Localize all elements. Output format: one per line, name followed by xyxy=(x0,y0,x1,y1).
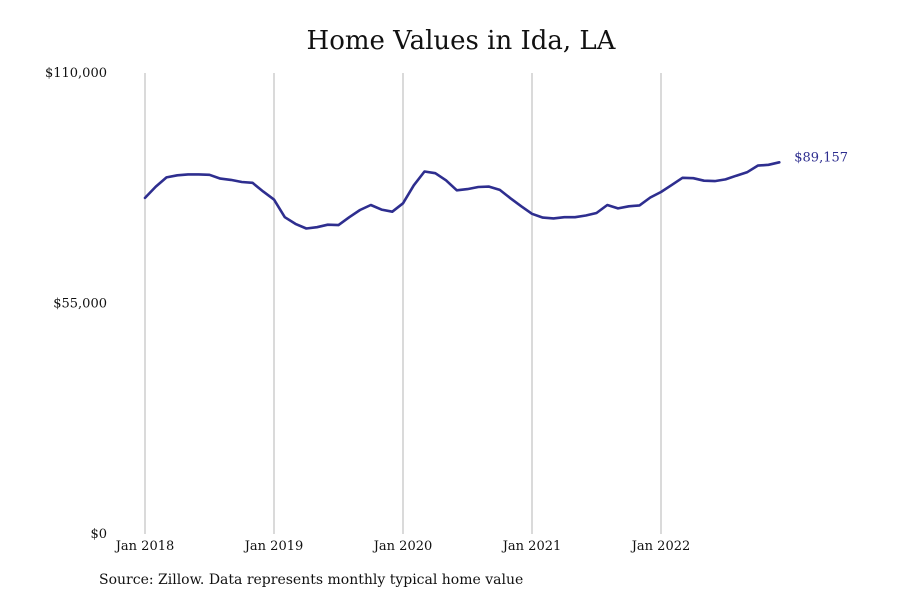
x-axis-tick-labels: Jan 2018 Jan 2019 Jan 2020 Jan 2021 Jan 2022 xyxy=(114,539,691,554)
x-tick-label-2: Jan 2020 xyxy=(372,539,433,554)
annotation-layer: $89,157 xyxy=(794,150,848,165)
chart-title: Home Values in Ida, LA xyxy=(306,26,616,56)
y-tick-label-2: $110,000 xyxy=(45,66,107,81)
end-value-label: $89,157 xyxy=(794,150,848,165)
x-tick-label-1: Jan 2019 xyxy=(243,539,304,554)
y-tick-label-1: $55,000 xyxy=(53,297,107,312)
x-tick-label-0: Jan 2018 xyxy=(114,539,175,554)
x-tick-label-4: Jan 2022 xyxy=(630,539,691,554)
home-value-line xyxy=(143,161,781,230)
vertical-gridlines xyxy=(144,73,662,534)
y-axis-tick-labels: $0 $55,000 $110,000 xyxy=(45,66,107,542)
source-note: Source: Zillow. Data represents monthly … xyxy=(99,572,524,588)
x-tick-label-3: Jan 2021 xyxy=(501,539,562,554)
series-layer xyxy=(143,161,781,230)
y-tick-label-0: $0 xyxy=(90,527,107,542)
